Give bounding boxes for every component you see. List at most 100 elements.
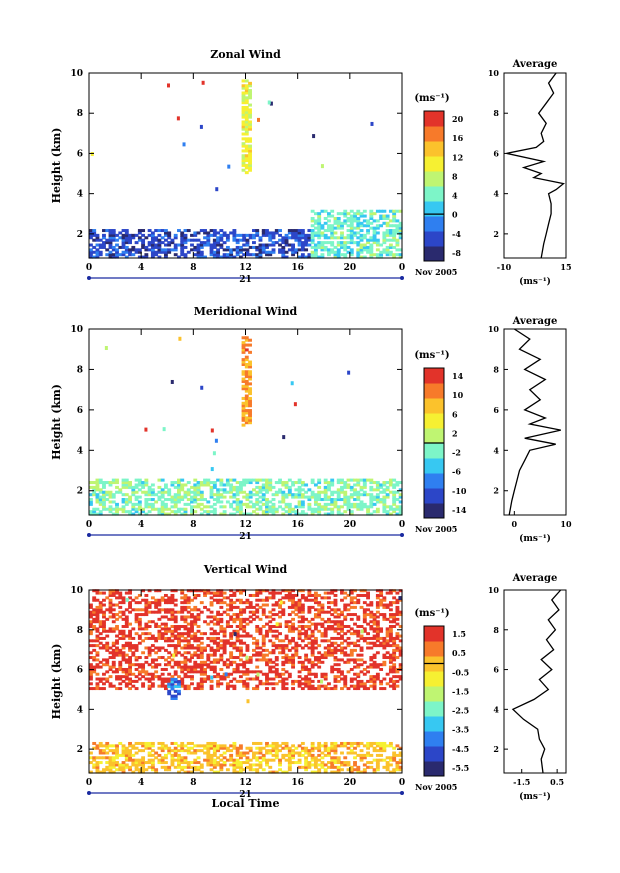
heatmap-cell	[150, 744, 155, 748]
heatmap-cell	[144, 741, 149, 745]
heatmap-cell	[222, 231, 227, 235]
heatmap-cell	[330, 241, 335, 245]
heatmap-cell	[212, 648, 217, 652]
heatmap-cell	[219, 245, 224, 249]
heatmap-cell	[310, 741, 315, 745]
heatmap-cell	[111, 248, 116, 252]
heatmap-cell	[343, 209, 348, 213]
heatmap-cell	[180, 507, 185, 511]
heatmap-cell	[340, 505, 344, 509]
heatmap-cell	[108, 651, 113, 655]
heatmap-cell	[278, 763, 282, 767]
heatmap-cell	[375, 243, 380, 247]
heatmap-cell	[392, 510, 397, 514]
heatmap-cell	[235, 250, 240, 254]
heatmap-cell	[108, 765, 113, 769]
heatmap-cell	[157, 250, 162, 254]
heatmap-cell	[375, 224, 380, 228]
heatmap-cell	[238, 512, 243, 516]
heatmap-cell	[258, 507, 263, 511]
heatmap-cell	[245, 481, 250, 485]
heatmap-cell	[375, 744, 380, 748]
heatmap-cell	[160, 646, 165, 650]
heatmap-cell	[180, 761, 185, 765]
heatmap-cell	[144, 660, 149, 664]
avg-x-unit: (ms⁻¹)	[519, 276, 551, 287]
heatmap-cell	[215, 187, 219, 192]
heatmap-cell	[190, 670, 194, 674]
heatmap-cell	[307, 589, 312, 593]
heatmap-cell	[238, 679, 243, 683]
heatmap-cell	[244, 132, 249, 136]
heatmap-cell	[89, 481, 93, 485]
heatmap-cell	[170, 589, 175, 593]
heatmap-cell	[284, 241, 289, 245]
heatmap-cell	[95, 598, 100, 602]
heatmap-cell	[294, 651, 299, 655]
heatmap-cell	[212, 761, 217, 765]
heatmap-cell	[310, 684, 315, 688]
heatmap-cell	[340, 622, 344, 626]
heatmap-cell	[92, 746, 97, 750]
heatmap-cell	[278, 610, 282, 614]
heatmap-cell	[108, 615, 113, 619]
heatmap-cell	[327, 488, 331, 492]
heatmap-cell	[115, 481, 119, 485]
heatmap-cell	[190, 512, 194, 516]
heatmap-cell	[281, 687, 286, 691]
x-tick-label: 0	[399, 778, 405, 788]
heatmap-cell	[167, 692, 172, 696]
heatmap-cell	[111, 660, 116, 664]
heatmap-cell	[238, 233, 243, 237]
heatmap-cell	[346, 613, 351, 617]
heatmap-cell	[219, 605, 224, 609]
heatmap-cell	[216, 589, 221, 593]
heatmap-cell	[245, 660, 250, 664]
heatmap-cell	[206, 589, 211, 593]
heatmap-cell	[98, 622, 103, 626]
heatmap-cell	[300, 500, 305, 504]
heatmap-cell	[131, 502, 136, 506]
heatmap-cell	[310, 672, 315, 676]
heatmap-cell	[304, 749, 309, 753]
heatmap-cell	[310, 644, 315, 648]
heatmap-cell	[349, 596, 354, 600]
heatmap-cell	[353, 589, 357, 593]
time-bar-start	[87, 533, 91, 537]
heatmap-cell	[395, 253, 400, 257]
heatmap-cell	[278, 646, 282, 650]
heatmap-cell	[199, 670, 204, 674]
heatmap-cell	[186, 761, 191, 765]
heatmap-cell	[219, 639, 224, 643]
heatmap-cell	[375, 483, 380, 487]
heatmap-cell	[330, 233, 335, 237]
heatmap-cell	[330, 636, 335, 640]
heatmap-cell	[241, 93, 246, 97]
heatmap-cell	[304, 756, 309, 760]
heatmap-cell	[206, 744, 211, 748]
heatmap-cell	[219, 682, 224, 686]
heatmap-cell	[248, 603, 253, 607]
heatmap-cell	[392, 231, 397, 235]
heatmap-cell	[137, 613, 142, 617]
heatmap-cell	[353, 648, 357, 652]
heatmap-cell	[297, 603, 302, 607]
heatmap-cell	[180, 233, 185, 237]
heatmap-cell	[252, 478, 256, 482]
heatmap-cell	[268, 510, 273, 514]
heatmap-cell	[333, 236, 338, 240]
heatmap-cell	[242, 761, 247, 765]
heatmap-cell	[382, 603, 387, 607]
heatmap-cell	[271, 749, 276, 753]
heatmap-cell	[102, 751, 106, 755]
heatmap-cell	[379, 498, 384, 502]
heatmap-cell	[95, 507, 100, 511]
heatmap-cell	[271, 648, 276, 652]
heatmap-cell	[287, 229, 292, 233]
heatmap-cell	[323, 495, 328, 499]
heatmap-cell	[193, 620, 198, 624]
heatmap-cell	[398, 495, 403, 499]
heatmap-cell	[379, 216, 384, 220]
heatmap-cell	[157, 663, 162, 667]
heatmap-cell	[89, 670, 93, 674]
